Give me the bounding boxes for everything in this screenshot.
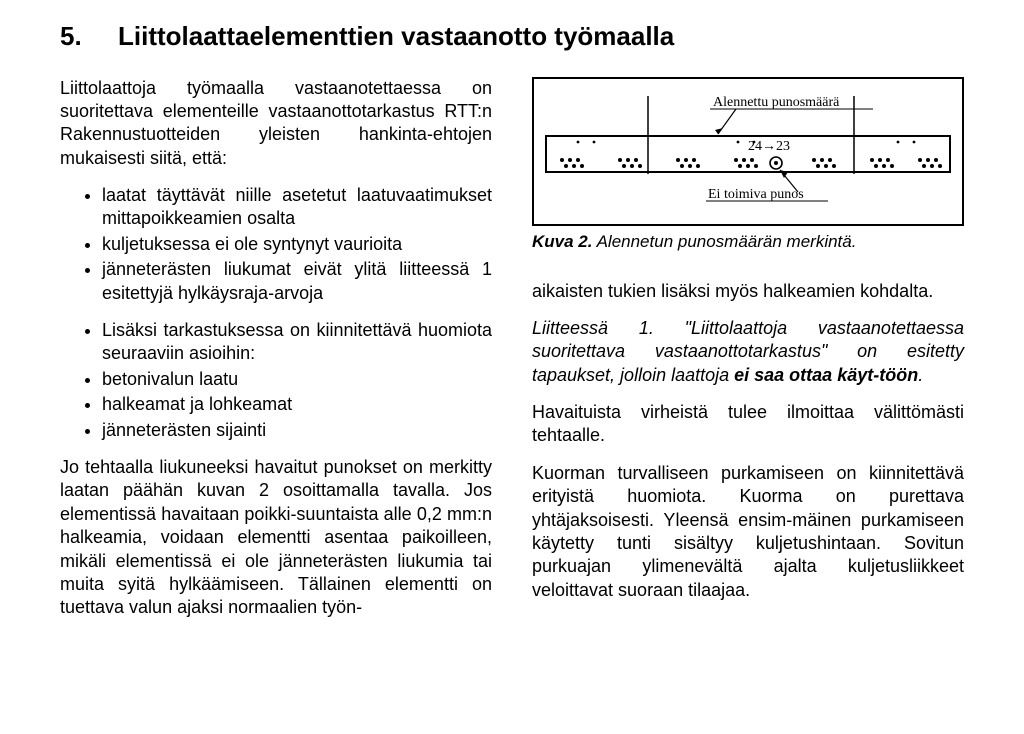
- bullet-list-2: Lisäksi tarkastuksessa on kiinnitettävä …: [60, 319, 492, 442]
- list-item: halkeamat ja lohkeamat: [102, 393, 492, 416]
- list-item: betonivalun laatu: [102, 368, 492, 391]
- list-item: Lisäksi tarkastuksessa on kiinnitettävä …: [102, 319, 492, 366]
- intro-paragraph: Liittolaattoja työmaalla vastaanotettaes…: [60, 77, 492, 171]
- figure-count-label: 24→23: [748, 139, 790, 154]
- figure-bottom-label: Ei toimiva punos: [708, 187, 804, 202]
- continuation-paragraph: aikaisten tukien lisäksi myös halkeamien…: [532, 280, 964, 303]
- left-column: Liittolaattoja työmaalla vastaanotettaes…: [60, 77, 492, 634]
- heading-number: 5.: [60, 20, 118, 53]
- list-item: jänneterästen sijainti: [102, 419, 492, 442]
- italic-text-post: .: [918, 365, 923, 385]
- list-item: laatat täyttävät niille asetetut laatuva…: [102, 184, 492, 231]
- right-column: Alennettu punosmäärä 24→23: [532, 77, 964, 634]
- figure-top-label: Alennettu punosmäärä: [713, 95, 840, 110]
- heading-title: Liittolaattaelementtien vastaanotto työm…: [118, 20, 964, 53]
- figure-caption-label: Kuva 2.: [532, 232, 592, 251]
- strand-groups: [560, 157, 942, 169]
- paragraph-continued: Jo tehtaalla liukuneeksi havaitut punoks…: [60, 456, 492, 620]
- two-columns: Liittolaattoja työmaalla vastaanotettaes…: [60, 77, 964, 634]
- list-item: kuljetuksessa ei ole syntynyt vaurioita: [102, 233, 492, 256]
- figure-box: Alennettu punosmäärä 24→23: [532, 77, 964, 226]
- page: 5. Liittolaattaelementtien vastaanotto t…: [0, 0, 1024, 654]
- paragraph-notify: Havaituista virheistä tulee ilmoittaa vä…: [532, 401, 964, 448]
- list-item: jänneterästen liukumat eivät ylitä liitt…: [102, 258, 492, 305]
- figure-caption-text: Alennetun punosmäärän merkintä.: [592, 232, 856, 251]
- figure-svg: Alennettu punosmäärä 24→23: [538, 85, 958, 215]
- section-heading: 5. Liittolaattaelementtien vastaanotto t…: [60, 20, 964, 53]
- paragraph-unload: Kuorman turvalliseen purkamiseen on kiin…: [532, 462, 964, 602]
- figure-caption: Kuva 2. Alennetun punosmäärän merkintä.: [532, 232, 964, 252]
- bullet-list-1: laatat täyttävät niille asetetut laatuva…: [60, 184, 492, 305]
- italic-text-bold: ei saa ottaa käyt-töön: [734, 365, 918, 385]
- italic-paragraph: Liitteessä 1. "Liittolaattoja vastaanote…: [532, 317, 964, 387]
